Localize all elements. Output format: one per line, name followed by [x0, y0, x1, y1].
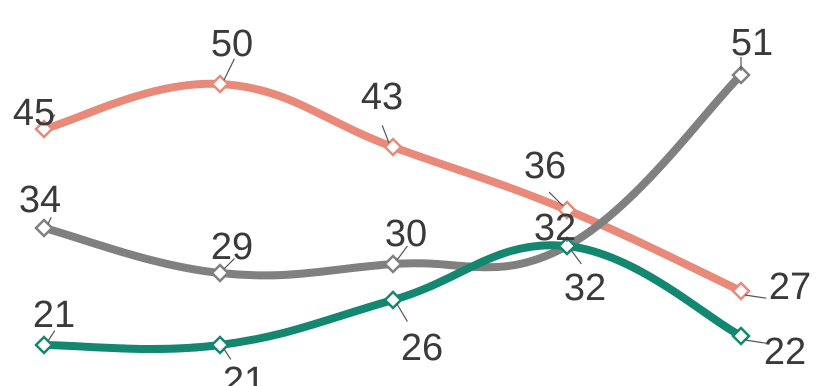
series-1-point-3-label: 32: [564, 267, 606, 309]
series-1-point-4-marker: [731, 65, 751, 85]
series-1-point-0-label: 34: [19, 179, 61, 221]
series-0-point-0-leader: [47, 114, 56, 126]
data-labels: 45 50 43 36 27 34 29 30 32 51 21 21 26 32 22: [13, 22, 811, 386]
series-1-point-1-label: 29: [211, 226, 253, 268]
series-2-point-0-label: 21: [33, 294, 75, 336]
series-0-point-3-leader: [548, 191, 564, 207]
series-2-point-3-label: 32: [534, 207, 576, 249]
series-1-point-4-label: 51: [731, 22, 773, 64]
series-0-point-1-label: 50: [211, 23, 253, 65]
series-0-point-4-leader: [744, 294, 767, 299]
series-0-point-4-label: 27: [769, 266, 811, 308]
series-markers: [34, 65, 751, 355]
series-0-point-2-label: 43: [361, 76, 403, 118]
series-1-point-3-leader: [570, 249, 582, 265]
series-2-point-0-leader: [47, 330, 56, 342]
series-2-point-4-label: 22: [764, 331, 806, 373]
series-0-point-2-leader: [381, 125, 390, 144]
series-2-point-4-leader: [744, 339, 767, 344]
series-2-point-1-leader: [223, 348, 232, 360]
series-2-point-1-label: 21: [223, 360, 265, 386]
series-2-point-2-label: 26: [401, 327, 443, 369]
series-1-point-1-leader: [223, 258, 235, 270]
series-1-point-2-leader: [396, 245, 408, 261]
series-0-point-3-label: 36: [524, 145, 566, 187]
series-0-point-0-label: 45: [13, 92, 55, 134]
series-1-point-0-leader: [47, 216, 52, 225]
series-0-point-1-marker: [210, 74, 230, 94]
series-0-point-1-leader: [223, 58, 235, 81]
series-2-point-2-leader: [396, 303, 408, 322]
series-1-point-2-label: 30: [385, 213, 427, 255]
